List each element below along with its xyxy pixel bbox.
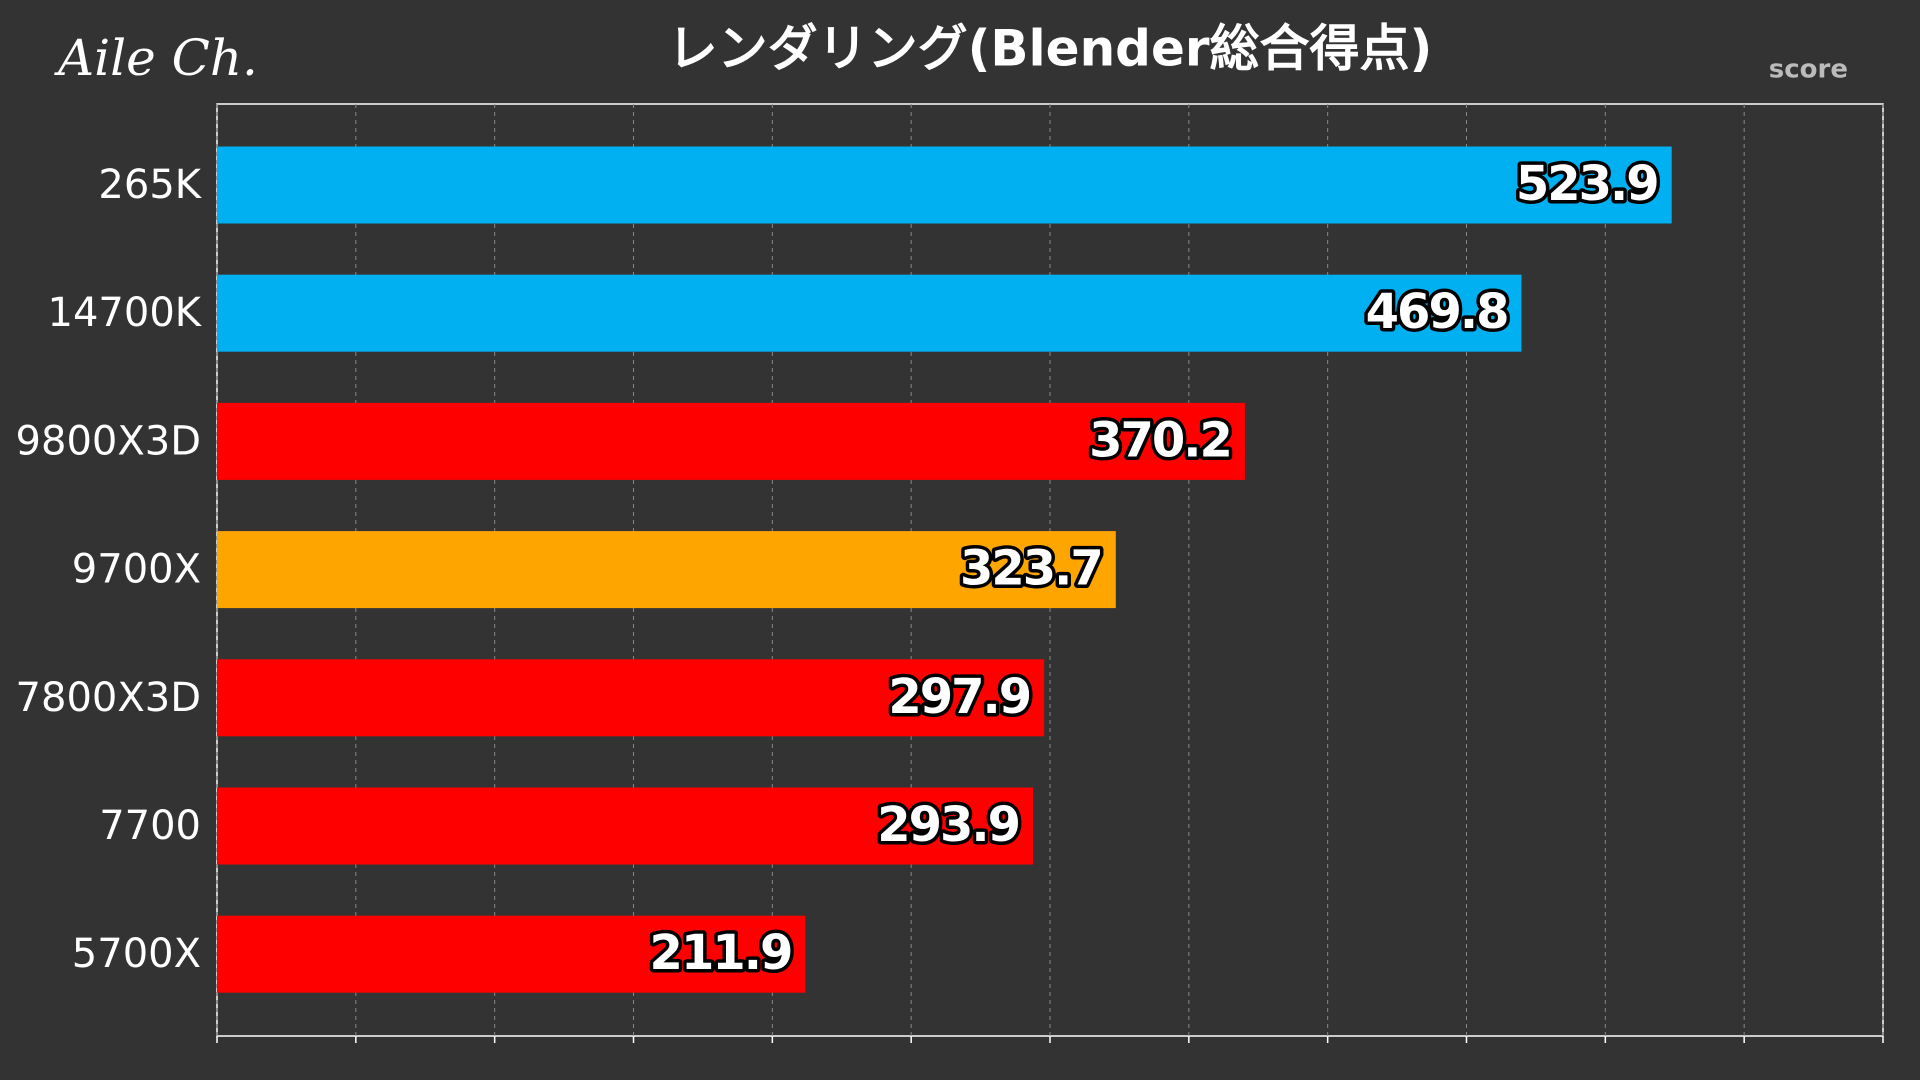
y-tick-label: 14700K [48, 290, 203, 336]
value-label: 323.7 [960, 541, 1102, 597]
y-tick-label: 9700X [72, 547, 201, 593]
value-label: 297.9 [888, 669, 1030, 725]
value-label: 370.2 [1089, 412, 1231, 468]
bar [217, 402, 1245, 480]
y-tick-label: 5700X [72, 931, 201, 977]
bar [217, 915, 806, 993]
y-tick-label: 265K [98, 162, 202, 208]
y-tick-label: 7800X3D [16, 675, 201, 721]
value-label: 523.9 [1516, 156, 1658, 212]
bar [217, 146, 1672, 224]
y-tick-label: 9800X3D [16, 418, 201, 464]
bar [217, 787, 1034, 865]
value-label: 211.9 [650, 925, 792, 981]
bar [217, 531, 1116, 609]
axis-label: score [1769, 55, 1848, 85]
bar [217, 659, 1045, 737]
value-label: 293.9 [877, 797, 1019, 853]
value-label: 469.8 [1366, 284, 1508, 340]
y-tick-label: 7700 [99, 803, 201, 849]
watermark: Aile Ch. [54, 29, 258, 87]
bar [217, 274, 1522, 352]
chart-title: レンダリング(Blender総合得点) [668, 20, 1433, 78]
